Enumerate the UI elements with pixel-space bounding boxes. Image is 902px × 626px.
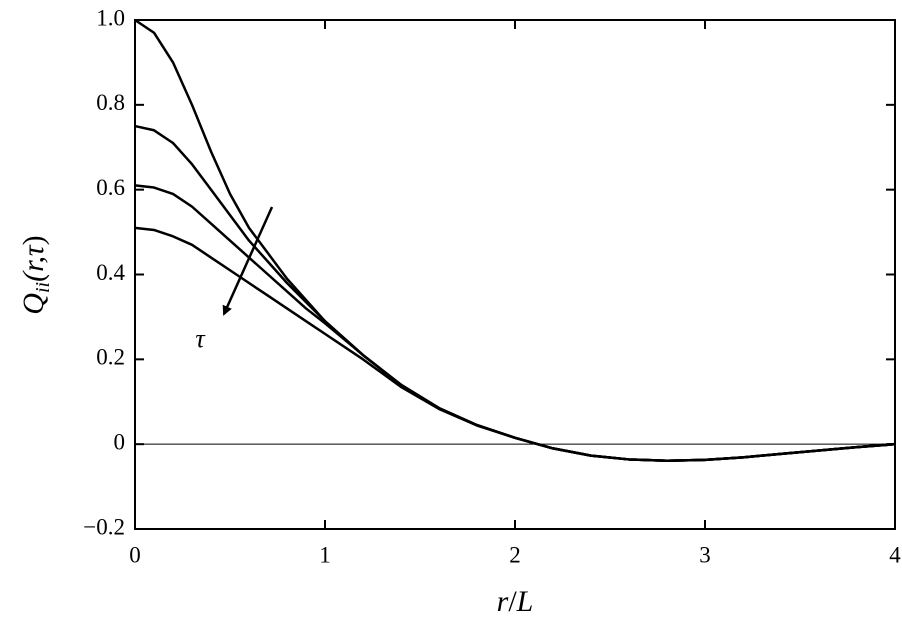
line-series	[134, 226, 896, 462]
y-tick-label: 0	[114, 429, 126, 454]
y-tick-label: 0.8	[96, 90, 125, 115]
y-label-part: τ	[17, 244, 50, 256]
y-axis-label: Qii(r,τ)	[17, 235, 54, 314]
y-label-part: Q	[17, 293, 50, 315]
y-tick-label: 1.0	[96, 5, 125, 30]
y-tick-label: 0.2	[96, 345, 125, 370]
annotation-arrow	[222, 206, 274, 316]
y-tick-label: −0.2	[83, 514, 125, 539]
x-label-part: L	[516, 585, 534, 618]
y-label-part: (r,	[17, 256, 50, 282]
x-tick-label: 1	[319, 542, 331, 567]
x-tick-label: 4	[889, 542, 901, 567]
line-series	[134, 124, 896, 462]
x-label-part: r	[497, 585, 509, 618]
y-tick-label: 0.6	[96, 175, 125, 200]
y-label-part: )	[17, 235, 50, 245]
annotation: τ	[195, 324, 206, 353]
x-tick-label: 0	[129, 542, 141, 567]
x-tick-label: 3	[699, 542, 711, 567]
y-tick-label: 0.4	[96, 260, 125, 285]
plot-frame	[134, 19, 896, 530]
x-label-part: /	[508, 585, 517, 618]
x-tick-label: 2	[509, 542, 521, 567]
y-label-part: ii	[32, 282, 54, 293]
x-axis-label: r/L	[497, 585, 534, 618]
